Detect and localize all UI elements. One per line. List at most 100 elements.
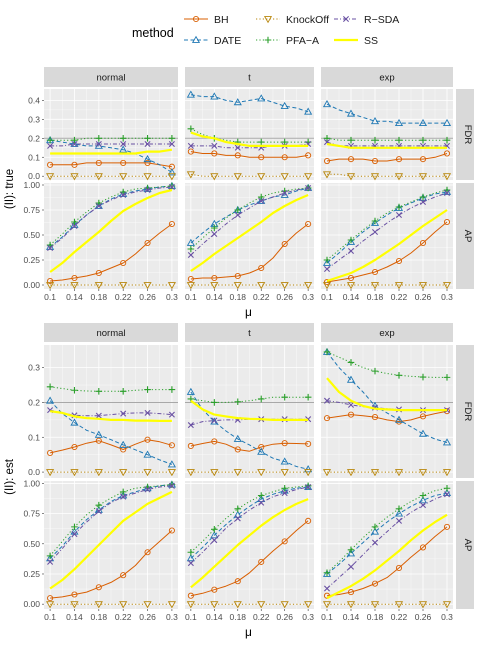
data-point-pfa-a: [281, 138, 288, 146]
data-point-pfa-a: [419, 373, 427, 381]
strip-normal: [44, 323, 178, 342]
data-point-pfa-a: [281, 484, 288, 492]
data-point-bh: [211, 274, 218, 282]
panel-exp-ap: 0.1 0.14 0.18 0.22 0.26 0.3: [321, 481, 453, 622]
series-line-bh: [326, 221, 448, 283]
data-point-pfa-a: [46, 552, 54, 560]
data-point-pfa-a: [46, 241, 54, 249]
strip-label-t: t: [248, 73, 251, 84]
data-point-knockoff: [346, 282, 356, 290]
strip-label-fdr: FDR: [462, 402, 473, 422]
data-point-pfa-a: [168, 182, 176, 190]
legend-key-marker-pfa-a: [264, 36, 272, 44]
data-point-knockoff: [233, 173, 242, 181]
data-point-r-sda: [395, 211, 403, 219]
data-point-knockoff: [442, 173, 452, 181]
series-line-bh: [50, 162, 172, 168]
data-point-knockoff: [143, 173, 152, 181]
x-tick-label: 0.14: [206, 612, 223, 622]
data-point-date: [442, 118, 452, 127]
data-point-date: [280, 101, 289, 109]
data-point-pfa-a: [419, 492, 427, 499]
x-tick-label: 0.22: [253, 292, 270, 302]
data-point-bh: [443, 150, 451, 157]
legend-item-pfa-a: PFA−A: [256, 35, 319, 47]
data-point-r-sda: [258, 197, 265, 205]
series-line-ss: [190, 399, 309, 421]
data-point-bh: [234, 272, 241, 280]
data-point-bh: [120, 159, 127, 166]
data-point-bh: [71, 274, 78, 282]
data-point-bh: [187, 275, 194, 283]
data-point-bh: [211, 586, 218, 593]
data-point-r-sda: [211, 417, 218, 424]
x-tick-label: 0.18: [229, 292, 246, 302]
data-point-bh: [305, 220, 312, 228]
data-point-bh: [144, 159, 151, 166]
data-point-date: [370, 527, 380, 535]
series-line-bh: [190, 223, 309, 280]
data-point-pfa-a: [443, 186, 451, 194]
data-point-date: [418, 193, 428, 201]
data-point-knockoff: [94, 282, 103, 290]
data-point-r-sda: [323, 265, 331, 273]
strip-ap: [456, 481, 474, 609]
y-tick-label: 0.50: [23, 539, 40, 549]
data-point-pfa-a: [168, 386, 176, 393]
x-axis-label: μ: [245, 305, 252, 319]
data-point-pfa-a: [347, 546, 355, 554]
series-line-r-sda: [49, 186, 172, 249]
data-point-r-sda: [371, 228, 379, 236]
data-point-r-sda: [305, 184, 312, 192]
series-line-date: [326, 492, 448, 575]
data-point-date: [46, 554, 55, 562]
series-line-bh: [50, 223, 173, 282]
data-point-knockoff: [94, 601, 103, 609]
x-tick-label: 0.3: [302, 292, 314, 302]
series-line-bh: [50, 530, 173, 599]
strip-label-exp: exp: [379, 73, 394, 84]
data-point-knockoff: [167, 601, 176, 609]
data-point-knockoff: [210, 469, 219, 477]
series-line-pfa-a: [49, 185, 172, 246]
x-tick-label: 0.14: [343, 292, 360, 302]
data-point-pfa-a: [323, 134, 331, 142]
data-point-knockoff: [418, 601, 428, 609]
data-point-r-sda: [47, 558, 54, 565]
y-tick-label: 0.25: [23, 255, 40, 265]
y-tick-label: 0.4: [28, 95, 40, 105]
series-line-ss: [190, 193, 309, 272]
data-point-r-sda: [95, 202, 102, 210]
data-point-r-sda: [211, 230, 218, 238]
data-point-bh: [371, 414, 379, 421]
strip-label-normal: normal: [96, 73, 125, 84]
data-point-pfa-a: [71, 523, 78, 531]
data-point-r-sda: [187, 251, 194, 259]
data-point-r-sda: [281, 189, 288, 197]
data-point-r-sda: [211, 142, 218, 149]
data-point-pfa-a: [419, 193, 427, 201]
x-tick-label: 0.18: [91, 292, 108, 302]
data-point-bh: [47, 595, 54, 602]
data-point-bh: [443, 218, 451, 226]
series-line-r-sda: [326, 493, 448, 589]
strip-t: [185, 67, 314, 87]
strip-ap: [456, 183, 474, 289]
legend-item-knockoff: KnockOff: [256, 14, 329, 26]
data-point-bh: [211, 438, 218, 445]
data-point-pfa-a: [443, 374, 451, 381]
data-point-pfa-a: [443, 136, 451, 144]
data-point-bh: [95, 437, 102, 444]
x-tick-label: 0.22: [115, 612, 132, 622]
data-point-pfa-a: [347, 359, 355, 366]
data-point-pfa-a: [71, 386, 78, 394]
data-point-r-sda: [71, 140, 78, 148]
data-point-bh: [395, 564, 403, 571]
data-point-date: [186, 238, 195, 246]
x-tick-label: 0.22: [253, 612, 270, 622]
series-line-date: [49, 484, 172, 559]
facet-block-ii-est: (II): est μ normal t exp FDR 0.0 0.1 0.2 0.3 AP 0.0…: [4, 323, 474, 639]
data-point-bh: [234, 152, 241, 159]
data-point-date: [210, 92, 219, 100]
data-point-pfa-a: [95, 199, 103, 207]
